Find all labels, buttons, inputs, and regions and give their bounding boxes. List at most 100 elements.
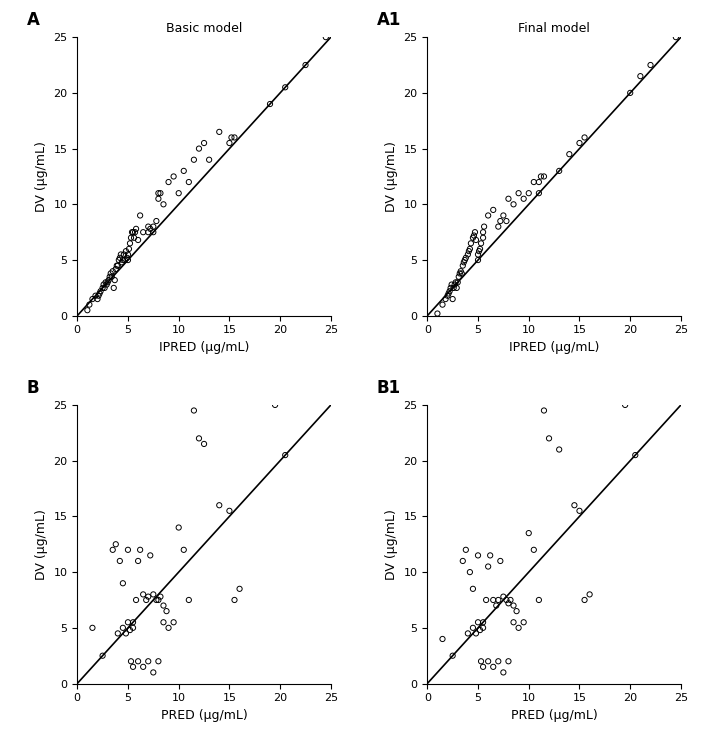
Point (117, 256, 128, 268)
Point (445, 282, 456, 294)
Point (112, 627, 124, 639)
Text: A: A (27, 11, 39, 29)
Point (472, 254, 484, 266)
Y-axis label: DV (μg/mL): DV (μg/mL) (35, 509, 48, 580)
Point (670, 31, 682, 43)
Point (204, 154, 215, 166)
Y-axis label: DV (μg/mL): DV (μg/mL) (35, 141, 48, 212)
Point (482, 655, 494, 667)
Point (554, 165, 565, 177)
Point (126, 232, 137, 244)
Point (122, 544, 133, 556)
Point (574, 505, 585, 517)
Point (158, 600, 169, 611)
Point (158, 617, 169, 629)
Point (87, 622, 98, 634)
Point (501, 215, 512, 227)
Point (124, 238, 135, 250)
Point (93, 290, 104, 302)
Point (446, 279, 457, 291)
Point (117, 254, 128, 266)
Point (226, 132, 237, 143)
Point (453, 271, 464, 283)
Point (107, 265, 119, 277)
Point (114, 555, 126, 567)
Point (145, 550, 156, 562)
Point (120, 627, 131, 639)
Point (536, 170, 547, 182)
Point (224, 505, 235, 517)
Text: B: B (27, 379, 39, 397)
Point (503, 193, 514, 205)
Point (143, 655, 154, 667)
Point (620, 399, 631, 411)
Point (129, 226, 140, 238)
Point (133, 555, 144, 567)
Point (111, 260, 122, 272)
Point (122, 617, 133, 629)
Point (523, 528, 534, 539)
Point (465, 238, 477, 250)
Point (117, 577, 128, 589)
Point (495, 555, 506, 567)
Point (138, 588, 149, 600)
Point (448, 282, 459, 294)
Point (513, 622, 524, 634)
Point (472, 248, 484, 261)
Point (108, 282, 119, 294)
Point (493, 221, 504, 233)
Text: B1: B1 (376, 379, 401, 397)
Point (168, 617, 179, 629)
Point (443, 288, 454, 299)
Point (518, 617, 529, 629)
Point (147, 666, 159, 678)
Point (518, 193, 529, 205)
Point (143, 591, 154, 603)
Point (104, 271, 115, 283)
Point (300, 59, 311, 71)
Point (511, 605, 522, 617)
Point (462, 627, 473, 639)
Point (153, 655, 164, 667)
Point (501, 594, 512, 606)
Point (473, 245, 484, 257)
Point (100, 276, 111, 288)
Point (468, 232, 479, 244)
Title: Basic model: Basic model (166, 22, 242, 35)
Point (106, 271, 117, 283)
Point (107, 544, 119, 556)
Point (477, 232, 489, 244)
Point (579, 594, 590, 606)
Point (564, 149, 575, 160)
Point (178, 544, 190, 556)
Point (133, 655, 144, 667)
Point (138, 226, 149, 238)
Point (456, 267, 468, 279)
Point (113, 254, 124, 266)
Point (498, 591, 509, 603)
Point (432, 308, 443, 319)
Point (554, 444, 565, 455)
Point (126, 226, 138, 238)
Point (224, 137, 235, 149)
X-axis label: PRED (μg/mL): PRED (μg/mL) (161, 709, 247, 722)
Point (188, 404, 199, 416)
Point (450, 276, 461, 288)
Point (457, 260, 468, 272)
Point (470, 226, 481, 238)
Point (102, 276, 113, 288)
Point (464, 566, 475, 578)
Point (109, 274, 120, 286)
Point (470, 627, 482, 639)
Point (463, 245, 475, 257)
Point (534, 176, 545, 188)
Point (279, 82, 291, 94)
Point (105, 267, 117, 279)
Point (584, 588, 595, 600)
Point (92, 293, 103, 305)
Point (468, 583, 479, 595)
Point (459, 254, 470, 266)
Y-axis label: DV (μg/mL): DV (μg/mL) (385, 141, 398, 212)
Point (117, 622, 128, 634)
Point (188, 154, 199, 166)
